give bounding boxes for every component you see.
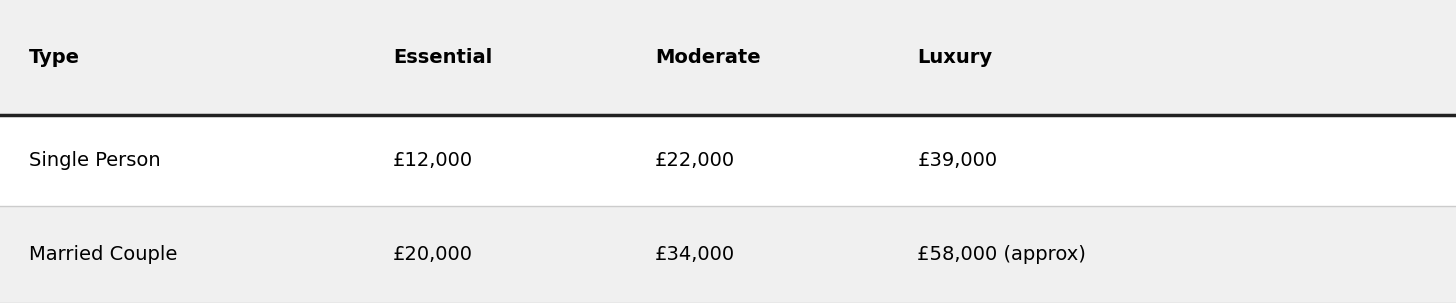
- Text: £58,000 (approx): £58,000 (approx): [917, 245, 1086, 264]
- Text: £22,000: £22,000: [655, 151, 735, 170]
- Text: Luxury: Luxury: [917, 48, 993, 67]
- Text: £34,000: £34,000: [655, 245, 735, 264]
- FancyBboxPatch shape: [0, 115, 1456, 206]
- Text: Married Couple: Married Couple: [29, 245, 178, 264]
- Text: £20,000: £20,000: [393, 245, 473, 264]
- FancyBboxPatch shape: [0, 206, 1456, 303]
- FancyBboxPatch shape: [0, 0, 1456, 115]
- Text: £39,000: £39,000: [917, 151, 997, 170]
- Text: Single Person: Single Person: [29, 151, 160, 170]
- Text: Essential: Essential: [393, 48, 492, 67]
- Text: £12,000: £12,000: [393, 151, 473, 170]
- Text: Moderate: Moderate: [655, 48, 761, 67]
- Text: Type: Type: [29, 48, 80, 67]
